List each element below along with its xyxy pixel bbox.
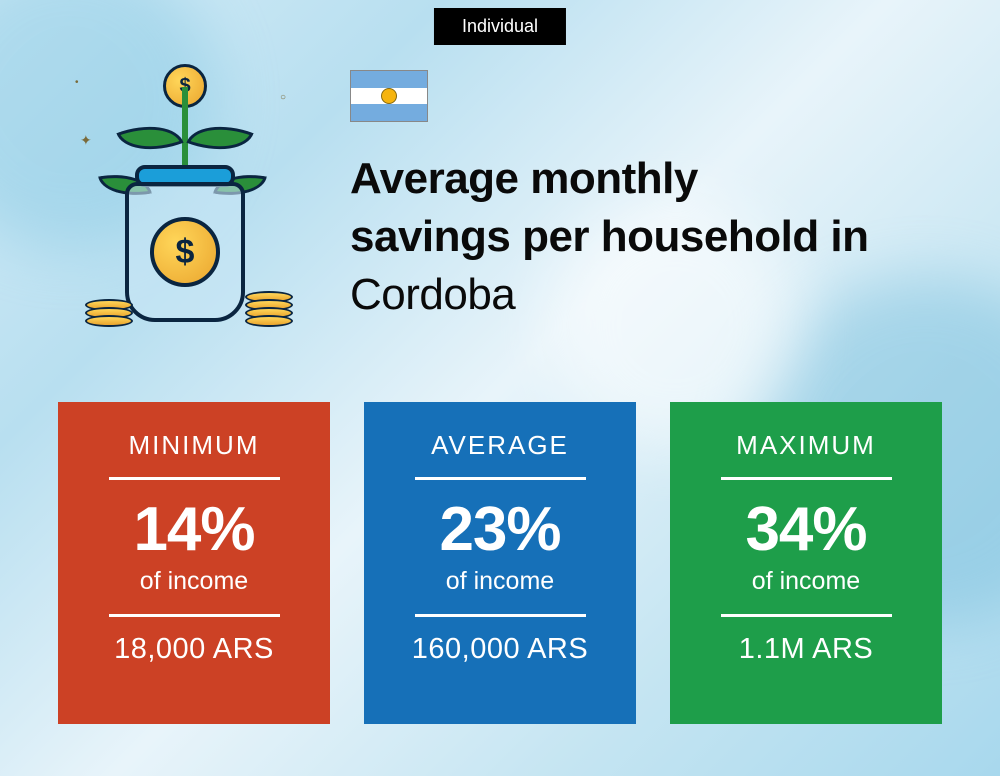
header: ✦ ○ • $ $ Average monthly sa	[60, 62, 940, 332]
argentina-flag-icon	[350, 70, 428, 122]
stat-card-average: AVERAGE 23% of income 160,000 ARS	[364, 402, 636, 724]
flag-sun-icon	[382, 89, 396, 103]
sparkle-icon: ✦	[80, 132, 92, 149]
divider	[109, 614, 280, 617]
card-amount: 18,000 ARS	[114, 633, 274, 666]
card-percent: 34%	[745, 494, 866, 565]
page-title: Average monthly savings per household in…	[350, 150, 940, 324]
card-subtext: of income	[446, 567, 554, 596]
stat-cards: MINIMUM 14% of income 18,000 ARS AVERAGE…	[58, 402, 942, 724]
card-subtext: of income	[752, 567, 860, 596]
card-label: MAXIMUM	[736, 430, 876, 461]
card-subtext: of income	[140, 567, 248, 596]
flag-stripe	[351, 71, 427, 88]
coin-stack-icon	[245, 295, 293, 327]
card-label: AVERAGE	[431, 430, 569, 461]
jar-icon: $	[115, 157, 255, 322]
divider	[415, 477, 586, 480]
leaf-icon	[116, 113, 183, 164]
card-label: MINIMUM	[129, 430, 260, 461]
card-percent: 14%	[133, 494, 254, 565]
sparkle-icon: ○	[280, 92, 286, 103]
divider	[109, 477, 280, 480]
category-badge: Individual	[434, 8, 566, 45]
stat-card-minimum: MINIMUM 14% of income 18,000 ARS	[58, 402, 330, 724]
stat-card-maximum: MAXIMUM 34% of income 1.1M ARS	[670, 402, 942, 724]
card-percent: 23%	[439, 494, 560, 565]
card-amount: 160,000 ARS	[412, 633, 588, 666]
title-block: Average monthly savings per household in…	[350, 62, 940, 324]
leaf-icon	[186, 113, 253, 164]
title-line: Average monthly	[350, 154, 698, 203]
title-location: Cordoba	[350, 270, 515, 319]
flag-stripe	[351, 104, 427, 121]
title-line: savings per household in	[350, 212, 869, 261]
flag-stripe	[351, 88, 427, 105]
sparkle-icon: •	[75, 77, 79, 88]
divider	[721, 614, 892, 617]
savings-jar-illustration: ✦ ○ • $ $	[60, 62, 310, 332]
coin-icon: $	[150, 217, 220, 287]
divider	[721, 477, 892, 480]
coin-stack-icon	[85, 303, 133, 327]
card-amount: 1.1M ARS	[739, 633, 874, 666]
divider	[415, 614, 586, 617]
